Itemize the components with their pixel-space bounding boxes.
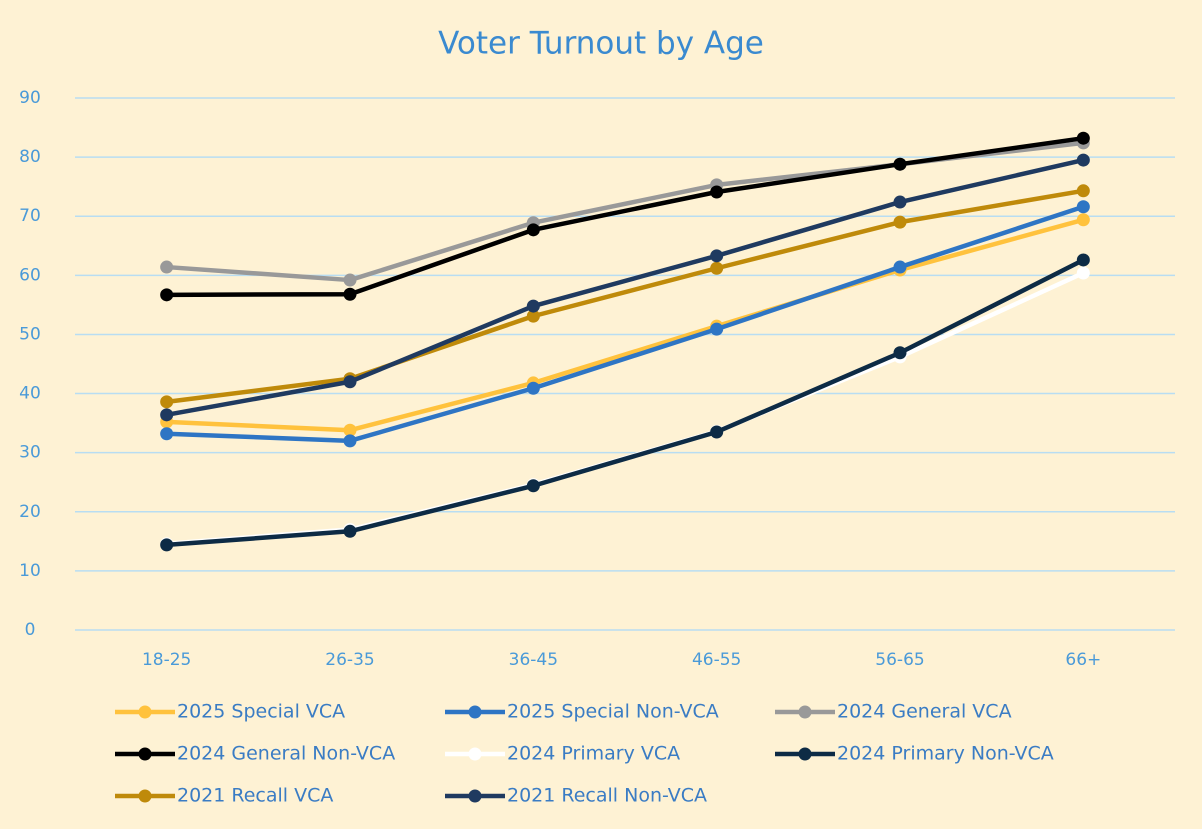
point <box>710 322 724 336</box>
x-tick-label: 26-35 <box>325 650 374 670</box>
legend-marker <box>468 747 482 761</box>
y-tick-label: 50 <box>19 324 41 344</box>
y-tick-label: 60 <box>19 265 41 285</box>
x-tick-label: 36-45 <box>509 650 558 670</box>
point <box>710 261 724 275</box>
series-line <box>166 204 1085 444</box>
x-tick-label: 56-65 <box>875 650 924 670</box>
point <box>893 260 907 274</box>
point <box>343 273 357 287</box>
point <box>1076 200 1090 214</box>
point <box>160 260 174 274</box>
legend-label: 2024 Primary Non-VCA <box>837 743 1054 765</box>
legend-marker <box>138 747 152 761</box>
legend-marker <box>468 705 482 719</box>
legend-label: 2025 Special VCA <box>177 701 345 723</box>
point <box>893 195 907 209</box>
point <box>893 157 907 171</box>
point <box>160 538 174 552</box>
legend-marker <box>798 705 812 719</box>
series-line <box>166 135 1084 298</box>
point <box>893 215 907 229</box>
legend-label: 2024 Primary VCA <box>507 743 680 765</box>
chart-title: Voter Turnout by Age <box>438 26 764 62</box>
point <box>526 223 540 237</box>
y-tick-label: 90 <box>19 88 41 108</box>
y-tick-label: 40 <box>19 384 41 404</box>
point <box>343 434 357 448</box>
point <box>160 408 174 422</box>
legend-label: 2021 Recall Non-VCA <box>507 785 707 807</box>
y-tick-label: 20 <box>19 502 41 522</box>
point <box>526 381 540 395</box>
legend-marker <box>138 705 152 719</box>
legend-label: 2021 Recall VCA <box>177 785 333 807</box>
y-tick-label: 0 <box>25 620 36 640</box>
point <box>1076 266 1090 280</box>
legend-label: 2024 General VCA <box>837 701 1012 723</box>
y-tick-label: 10 <box>19 561 41 581</box>
legend-label: 2025 Special Non-VCA <box>507 701 719 723</box>
point <box>893 346 907 360</box>
series-line <box>166 257 1085 548</box>
x-tick-label: 46-55 <box>692 650 741 670</box>
point <box>343 375 357 389</box>
series-line <box>166 188 1084 405</box>
point <box>1076 153 1090 167</box>
legend-label: 2024 General Non-VCA <box>177 743 395 765</box>
y-tick-label: 30 <box>19 443 41 463</box>
point <box>710 425 724 439</box>
point <box>710 185 724 199</box>
point <box>343 524 357 538</box>
point <box>343 287 357 301</box>
point <box>1076 253 1090 267</box>
point <box>1076 131 1090 145</box>
legend-marker <box>138 789 152 803</box>
legend-marker <box>468 789 482 803</box>
point <box>710 249 724 263</box>
point <box>160 427 174 441</box>
point <box>1076 184 1090 198</box>
legend-marker <box>798 747 812 761</box>
point <box>160 395 174 409</box>
point <box>160 288 174 302</box>
x-tick-label: 66+ <box>1065 650 1101 670</box>
series-line <box>166 157 1084 418</box>
point <box>526 309 540 323</box>
y-tick-label: 80 <box>19 147 41 167</box>
point <box>1076 213 1090 227</box>
point <box>343 423 357 437</box>
point <box>526 299 540 313</box>
x-tick-label: 18-25 <box>142 650 191 670</box>
point <box>526 479 540 493</box>
y-tick-label: 70 <box>19 206 41 226</box>
series-line <box>166 217 1084 433</box>
